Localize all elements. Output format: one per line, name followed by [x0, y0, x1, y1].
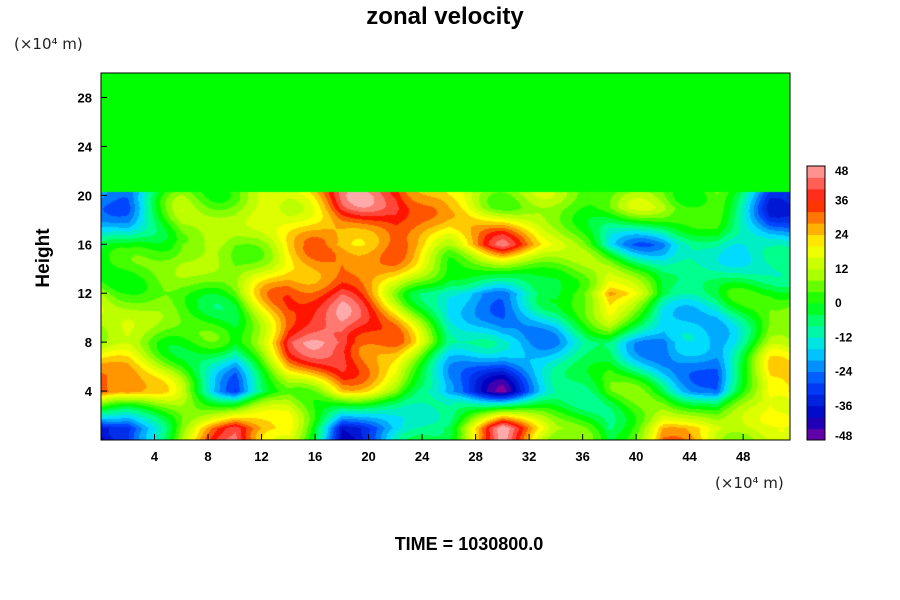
plot-frame [100, 72, 791, 441]
colorbar-tick-label: -48 [835, 429, 853, 443]
colorbar-band [807, 371, 825, 384]
colorbar-band [807, 166, 825, 178]
time-annotation: TIME = 1030800.0 [395, 534, 544, 554]
colorbar-tick-label: -12 [835, 330, 853, 344]
x-tick-label: 4 [151, 449, 159, 464]
colorbar-tick-label: -36 [835, 399, 853, 413]
y-tick-label: 8 [85, 335, 92, 350]
x-tick-label: 12 [254, 449, 268, 464]
x-tick-label: 44 [682, 449, 697, 464]
x-tick-label: 40 [629, 449, 643, 464]
colorbar-band [807, 382, 825, 395]
colorbar-band [807, 337, 825, 350]
y-unit-label: (×10⁴ m) [14, 35, 83, 53]
colorbar-band [807, 211, 825, 224]
colorbar-band [807, 348, 825, 361]
x-tick-label: 28 [468, 449, 482, 464]
colorbar-band [807, 280, 825, 293]
y-tick-label: 12 [78, 286, 92, 301]
y-tick-label: 16 [78, 237, 92, 252]
colorbar-tick-label: 12 [835, 262, 849, 276]
colorbar-band [807, 200, 825, 213]
y-tick-label: 28 [78, 90, 92, 105]
x-tick-label: 8 [204, 449, 211, 464]
colorbar-band [807, 314, 825, 327]
x-tick-label: 16 [308, 449, 322, 464]
colorbar-tick-label: 36 [835, 193, 849, 207]
colorbar-band [807, 405, 825, 418]
colorbar-band [807, 417, 825, 430]
colorbar-tick-label: -24 [835, 365, 853, 379]
colorbar-tick-label: 24 [835, 228, 849, 242]
colorbar-band [807, 428, 825, 441]
x-tick-label: 24 [415, 449, 430, 464]
x-tick-label: 20 [361, 449, 375, 464]
y-tick-label: 20 [78, 188, 92, 203]
colorbar-band [807, 177, 825, 190]
colorbar-band [807, 188, 825, 201]
y-tick-label: 4 [85, 384, 93, 399]
y-tick-label: 24 [78, 139, 93, 154]
y-tick-labels: 4 8 12 16 20 24 28 [78, 90, 107, 399]
colorbar-band [807, 360, 825, 372]
y-axis-label: Height [33, 228, 54, 288]
colorbar-band [807, 394, 825, 407]
x-tick-label: 36 [575, 449, 589, 464]
colorbar-band [807, 303, 825, 315]
velocity-field [101, 73, 790, 440]
x-tick-label: 48 [736, 449, 750, 464]
colorbar-band [807, 223, 825, 235]
colorbar-band [807, 234, 825, 247]
x-tick-label: 32 [522, 449, 536, 464]
plot-area [100, 72, 791, 441]
colorbar-band [807, 291, 825, 304]
colorbar-tick-labels: 48 36 24 12 0 -12 -24 -36 -48 [835, 164, 853, 443]
colorbar-frame [806, 165, 826, 441]
colorbar-tick-label: 0 [835, 296, 842, 310]
colorbar-tick-label: 48 [835, 164, 849, 178]
x-tick-labels: 4 8 12 16 20 24 28 32 36 40 44 48 [151, 434, 750, 464]
colorbar-band [807, 268, 825, 281]
chart-title: zonal velocity [366, 3, 524, 30]
x-unit-label: (×10⁴ m) [715, 474, 784, 492]
colorbar [806, 165, 826, 441]
colorbar-band [807, 325, 825, 338]
colorbar-band [807, 245, 825, 258]
colorbar-band [807, 257, 825, 270]
